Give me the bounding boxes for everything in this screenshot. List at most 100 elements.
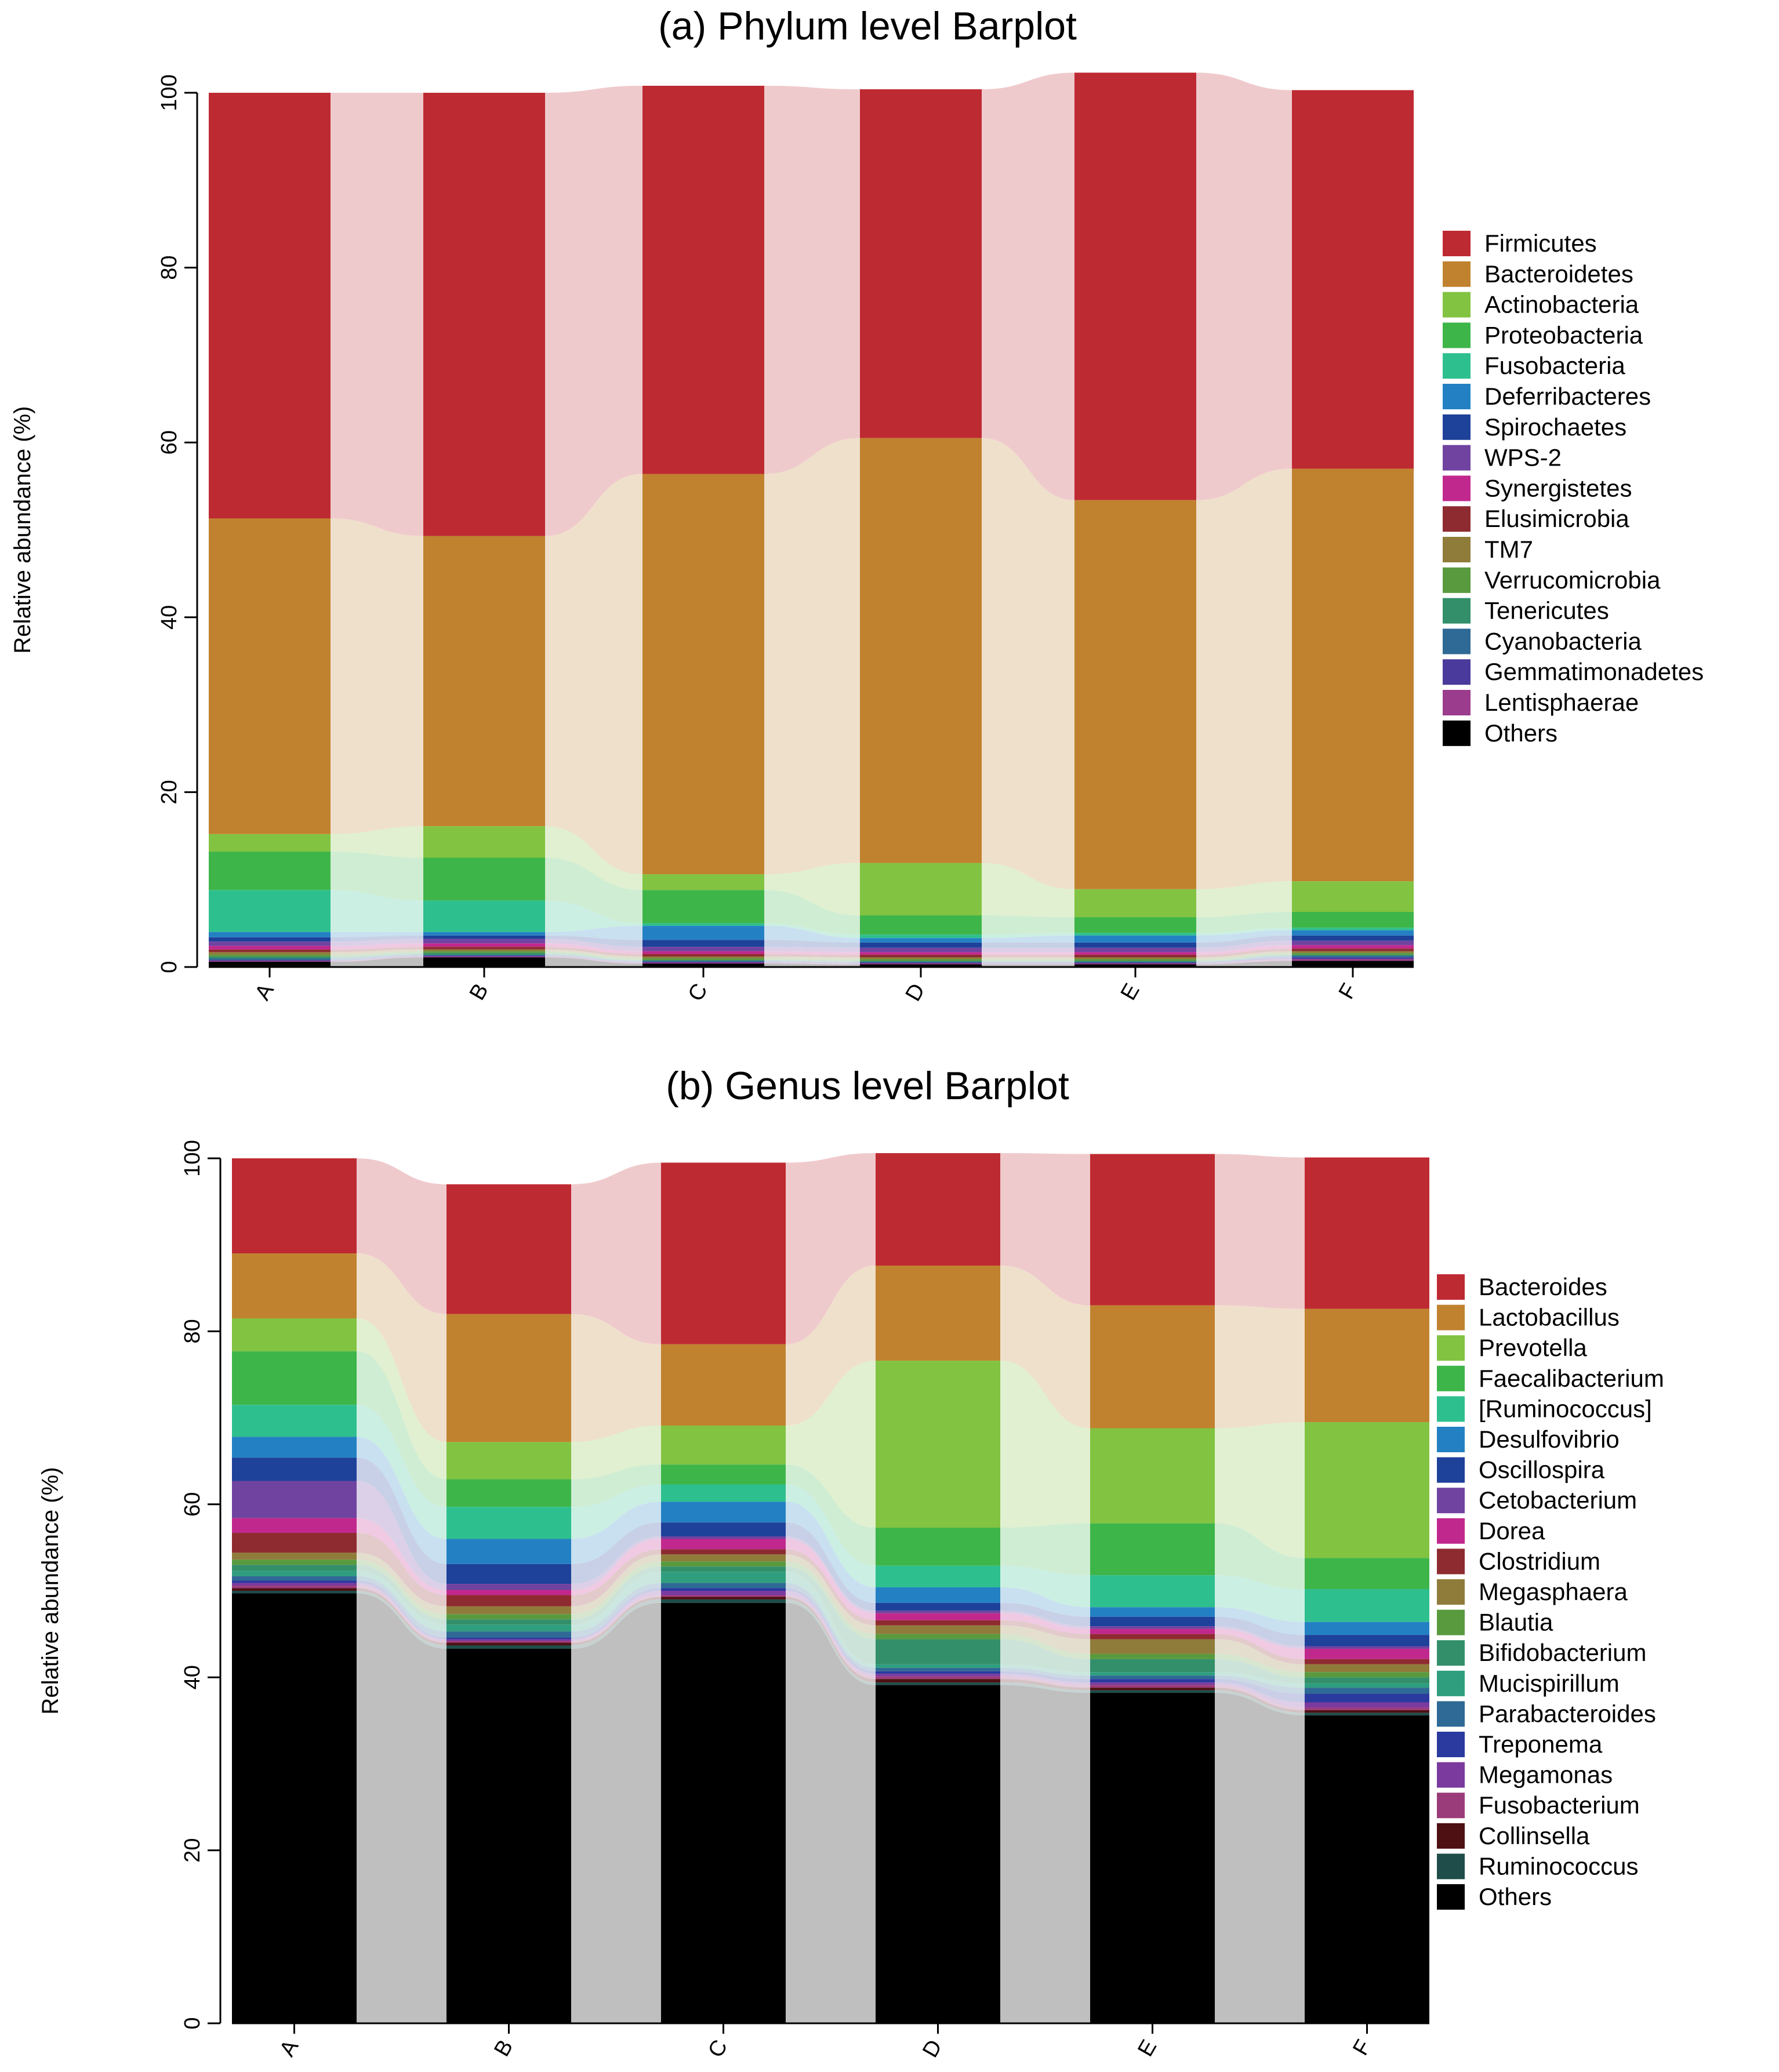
bar-clostridium-a	[232, 1533, 357, 1553]
bar-connectors	[331, 72, 1292, 967]
connector-megasphaera	[1000, 1625, 1090, 1654]
connector-proteobacteria	[331, 851, 423, 901]
connector-firmicutes	[764, 85, 860, 474]
bar-actinobacteria-d	[860, 863, 982, 916]
legend-label-tm7: TM7	[1484, 536, 1533, 563]
bar-fusobacteria-f	[1292, 928, 1414, 930]
legend-label-oscillospira: Oscillospira	[1479, 1456, 1605, 1484]
connector-parabacteroides	[1215, 1675, 1305, 1694]
bar-faecalibacterium-d	[876, 1528, 1000, 1566]
connector-bacteroidetes	[1196, 468, 1292, 889]
x-tick-label-f: F	[1348, 2036, 1376, 2060]
connector-desulfovibrio	[1000, 1587, 1090, 1617]
bar-cyanobacteria-b	[423, 954, 545, 956]
connector-cetobacterium	[786, 1536, 876, 1613]
bar-gemmatimonadetes-b	[423, 955, 545, 957]
connector-spirochaetes	[545, 935, 642, 947]
bar-deferribacteres-f	[1292, 930, 1414, 936]
legend-label-megamonas: Megamonas	[1479, 1761, 1613, 1789]
bar-lentisphaerae-b	[423, 956, 545, 958]
legend-label-bacteroides: Bacteroides	[1479, 1273, 1607, 1300]
connector-megasphaera	[1215, 1639, 1305, 1673]
legend-swatch-fusobacterium	[1437, 1793, 1465, 1819]
bar-tenericutes-a	[209, 956, 331, 958]
legend-label-blautia: Blautia	[1479, 1609, 1553, 1636]
connector-fusobacterium	[571, 1595, 661, 1643]
bar-bacteroidetes-d	[860, 438, 982, 863]
legend-swatch-megasphaera	[1437, 1579, 1465, 1605]
legend-swatch-bifidobacterium	[1437, 1640, 1465, 1666]
legend-label-others: Others	[1479, 1883, 1552, 1910]
connector-megasphaera	[357, 1553, 446, 1615]
connector-wps-2	[545, 939, 642, 951]
bar-firmicutes-b	[423, 93, 545, 536]
bar-others-c	[642, 963, 764, 967]
connector-bacteroides	[571, 1162, 661, 1344]
bar-mucispirillum-d	[876, 1664, 1000, 1668]
bar-deferribacteres-a	[209, 932, 331, 937]
x-tick-label-b: B	[465, 980, 493, 1005]
bar-bacteroides-d	[876, 1153, 1000, 1266]
legend-swatch-bacteroides	[1437, 1274, 1465, 1300]
legend-swatch-others	[1443, 720, 1471, 746]
bar-cetobacterium-e	[1090, 1626, 1215, 1629]
bar-collinsella-d	[876, 1679, 1000, 1683]
bar-tm7-d	[860, 957, 982, 959]
bar-tm7-a	[209, 952, 331, 955]
connector-blautia	[571, 1561, 661, 1620]
connector-spirochaetes	[982, 942, 1074, 948]
bar-firmicutes-d	[860, 89, 982, 438]
bar-dorea-d	[876, 1613, 1000, 1620]
legend-swatch-blautia	[1437, 1609, 1465, 1635]
bar-bacteroidetes-c	[642, 474, 764, 875]
x-tick-label-e: E	[1133, 2036, 1161, 2061]
bar-others-e	[1074, 964, 1196, 967]
legend-swatch-oscillospira	[1437, 1457, 1465, 1483]
legend-swatch-bacteroidetes	[1443, 261, 1471, 287]
bar-others-b	[423, 957, 545, 967]
bar-gemmatimonadetes-e	[1074, 962, 1196, 964]
connector-others	[1196, 961, 1292, 967]
connector-bifidobacterium	[1000, 1639, 1090, 1673]
bar-others-b	[446, 1648, 571, 2023]
bar-synergistetes-d	[860, 952, 982, 955]
bar-collinsella-f	[1305, 1710, 1429, 1713]
connector-others	[764, 963, 860, 967]
bar-synergistetes-f	[1292, 945, 1414, 949]
connector-desulfovibrio	[1215, 1607, 1305, 1635]
connector-proteobacteria	[982, 915, 1074, 935]
x-tick-label-a: A	[275, 2035, 303, 2061]
bar-others-e	[1090, 1693, 1215, 2023]
y-tick-label: 80	[157, 255, 181, 279]
legend-swatch-actinobacteria	[1443, 292, 1471, 318]
bar-firmicutes-c	[642, 85, 764, 474]
connector-bacteroidetes	[764, 438, 860, 875]
legend-label-treponema: Treponema	[1479, 1731, 1603, 1758]
bar-spirochaetes-f	[1292, 935, 1414, 941]
bar-proteobacteria-a	[209, 851, 331, 890]
legend-swatch-treponema	[1437, 1732, 1465, 1757]
bar-deferribacteres-c	[642, 926, 764, 940]
connector-verrucomicrobia	[1196, 953, 1292, 961]
connector-megasphaera	[571, 1554, 661, 1615]
bar-verrucomicrobia-a	[209, 954, 331, 957]
connector-lentisphaerae	[1196, 959, 1292, 965]
bar-bacteroidetes-f	[1292, 468, 1414, 882]
connector-tm7	[1196, 951, 1292, 959]
bar-treponema-c	[661, 1588, 786, 1591]
connector-mucispirillum	[1215, 1672, 1305, 1688]
legend-swatch-mucispirillum	[1437, 1670, 1465, 1696]
legend-label-cetobacterium: Cetobacterium	[1479, 1486, 1637, 1514]
bar-verrucomicrobia-e	[1074, 959, 1196, 961]
connector-clostridium	[1215, 1634, 1305, 1664]
connector-ruminococcus	[1000, 1565, 1090, 1608]
bar-faecalibacterium-c	[661, 1464, 786, 1485]
bar-bacteroidetes-b	[423, 536, 545, 827]
bar-blautia-e	[1090, 1653, 1215, 1659]
bar-ruminococcus-c	[661, 1484, 786, 1502]
bar-actinobacteria-e	[1074, 889, 1196, 918]
legend-label-elusimicrobia: Elusimicrobia	[1484, 505, 1629, 532]
bar-cyanobacteria-e	[1074, 961, 1196, 963]
legend-swatch-collinsella	[1437, 1823, 1465, 1849]
